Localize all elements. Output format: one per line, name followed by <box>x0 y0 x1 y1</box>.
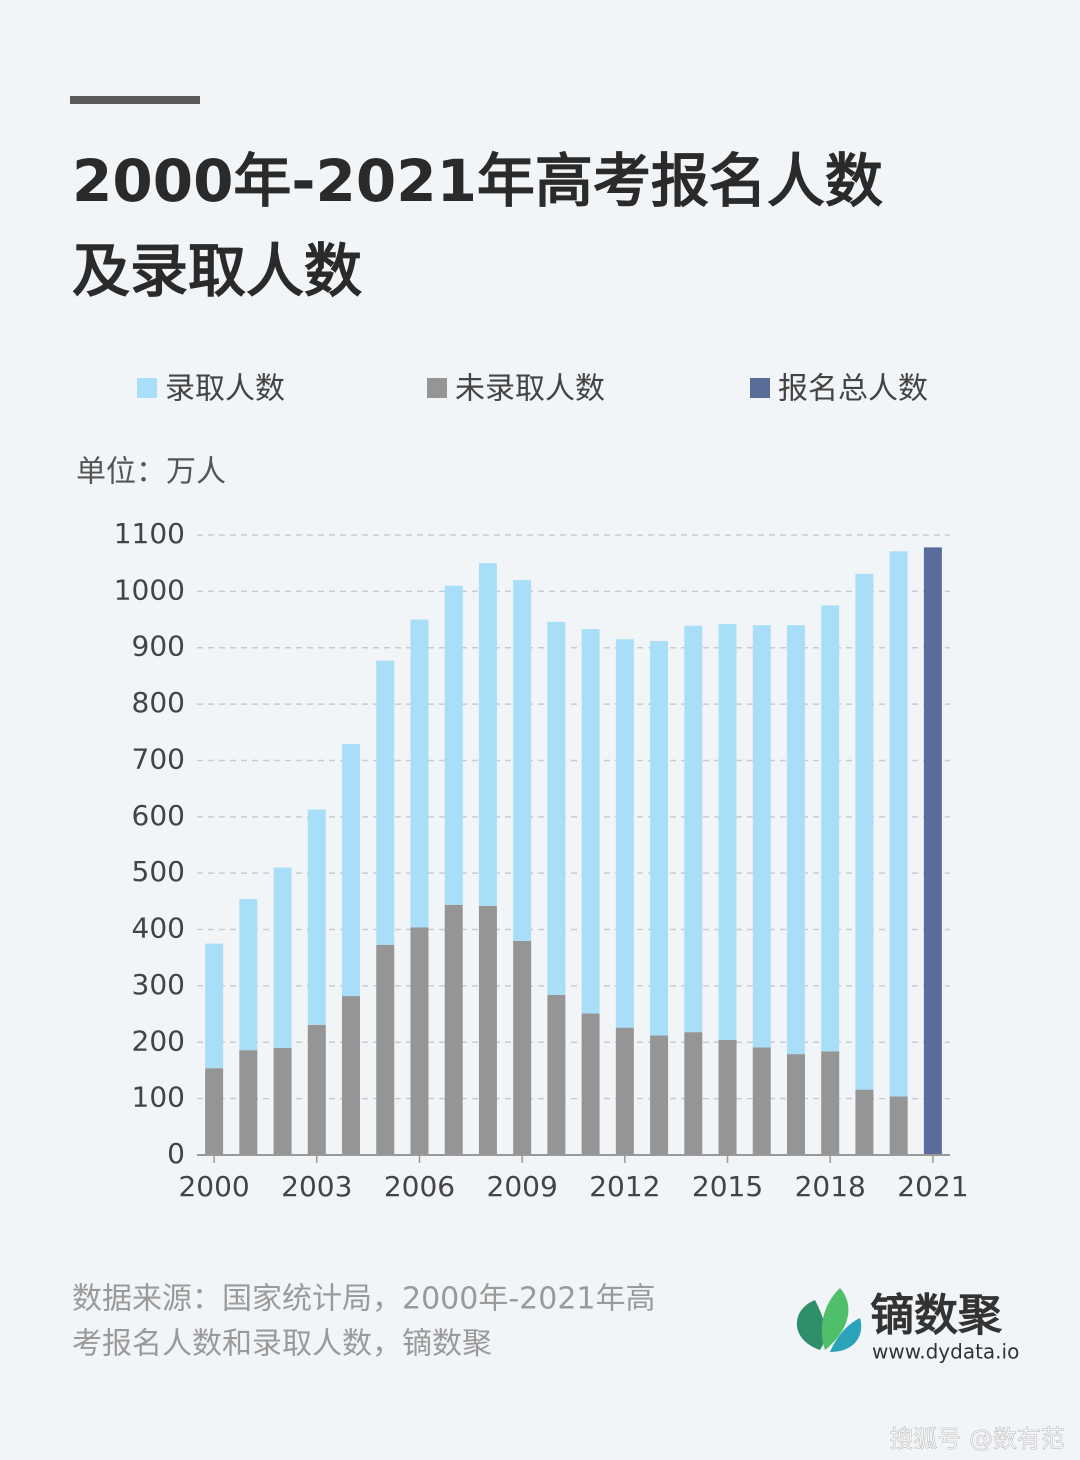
bar <box>547 994 566 1155</box>
bar <box>752 625 771 1048</box>
bar <box>478 905 497 1155</box>
bar <box>444 904 463 1155</box>
x-tick-label: 2012 <box>589 1170 660 1203</box>
bar <box>273 867 292 1048</box>
y-tick-label: 0 <box>167 1137 185 1170</box>
bar <box>547 621 566 995</box>
watermark: 搜狐号 @数有范 <box>889 1425 1065 1453</box>
bar <box>752 1047 771 1155</box>
bar <box>855 1089 874 1155</box>
x-tick-label: 2015 <box>692 1170 763 1203</box>
y-tick-label: 1100 <box>114 517 185 550</box>
bar <box>376 660 395 945</box>
legend-label: 未录取人数 <box>455 372 605 407</box>
bar <box>650 1035 669 1155</box>
bar <box>239 1050 258 1155</box>
y-tick-label: 700 <box>132 742 185 775</box>
bar <box>786 625 805 1055</box>
x-tick-label: 2006 <box>384 1170 455 1203</box>
x-tick-label: 2009 <box>487 1170 558 1203</box>
x-tick-label: 2018 <box>795 1170 866 1203</box>
bar <box>513 580 532 941</box>
bar <box>410 927 429 1155</box>
bar <box>684 625 703 1033</box>
legend-swatch <box>750 378 770 398</box>
bar <box>821 605 840 1052</box>
chart-title: 2000年-2021年高考报名人数 <box>72 147 883 215</box>
x-tick-label: 2003 <box>281 1170 352 1203</box>
bar <box>410 619 429 928</box>
y-tick-label: 400 <box>132 912 185 945</box>
source: 数据来源：国家统计局，2000年-2021年高 <box>72 1282 656 1317</box>
bar <box>342 744 361 997</box>
source: 考报名人数和录取人数，镝数聚 <box>72 1327 492 1362</box>
y-tick-label: 500 <box>132 855 185 888</box>
bar <box>684 1032 703 1155</box>
bar <box>889 1096 908 1155</box>
bar <box>478 563 497 906</box>
logo-leaf <box>796 1300 826 1350</box>
title-bar <box>70 96 200 104</box>
legend-label: 录取人数 <box>165 372 285 407</box>
y-tick-label: 800 <box>132 686 185 719</box>
bar <box>581 1013 600 1155</box>
bar <box>718 624 737 1041</box>
logo-leaf <box>830 1318 862 1352</box>
bar <box>650 640 669 1036</box>
bar <box>615 1027 634 1155</box>
bar <box>718 1040 737 1155</box>
y-tick-label: 200 <box>132 1024 185 1057</box>
bar <box>513 940 532 1155</box>
bar <box>786 1054 805 1155</box>
logo <box>796 1288 862 1352</box>
x-tick-label: 2000 <box>178 1170 249 1203</box>
bar <box>444 585 463 905</box>
brand-name: 镝数聚 <box>870 1290 1003 1341</box>
bar <box>615 639 634 1028</box>
y-tick-label: 1000 <box>114 573 185 606</box>
bar <box>581 629 600 1014</box>
bar <box>273 1047 292 1155</box>
legend-swatch <box>427 378 447 398</box>
legend-swatch <box>137 378 157 398</box>
y-tick-label: 100 <box>132 1081 185 1114</box>
bar <box>376 944 395 1155</box>
bar <box>855 573 874 1090</box>
unit-label: 单位：万人 <box>76 455 226 490</box>
bar <box>307 809 326 1025</box>
bar <box>239 899 258 1051</box>
y-tick-label: 300 <box>132 968 185 1001</box>
chart-title: 及录取人数 <box>72 237 362 305</box>
bar <box>205 943 224 1069</box>
y-tick-label: 900 <box>132 630 185 663</box>
x-tick-label: 2021 <box>897 1170 968 1203</box>
bar <box>821 1051 840 1155</box>
logo-leaf <box>821 1288 849 1350</box>
bar <box>889 551 908 1097</box>
bar <box>342 996 361 1155</box>
legend-label: 报名总人数 <box>778 372 928 407</box>
brand-url: www.dydata.io <box>872 1340 1019 1364</box>
bar <box>307 1024 326 1155</box>
y-tick-label: 600 <box>132 799 185 832</box>
bar <box>923 547 942 1155</box>
bar <box>205 1068 224 1155</box>
